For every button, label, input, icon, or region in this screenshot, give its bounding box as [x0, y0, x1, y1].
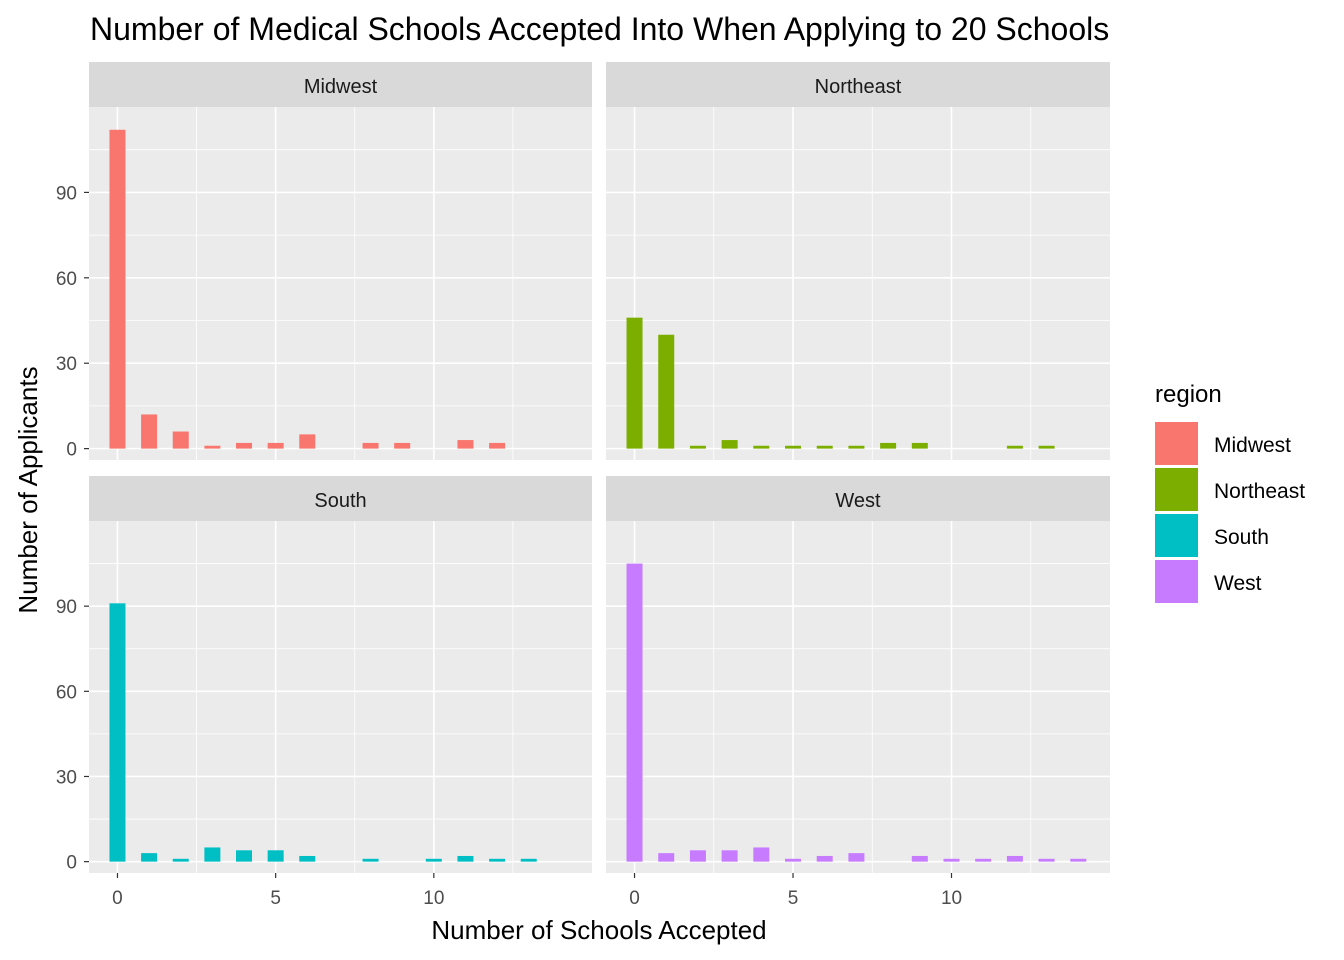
bar	[299, 434, 316, 449]
y-tick-label: 60	[56, 269, 77, 290]
legend-title: region	[1155, 381, 1222, 408]
facet-strip-label: Northeast	[815, 76, 902, 98]
panel-background	[89, 107, 592, 460]
bar	[911, 442, 928, 449]
bar	[1006, 855, 1023, 862]
y-tick-label: 30	[56, 354, 77, 375]
bar	[785, 858, 802, 862]
facet-strip	[606, 62, 1110, 107]
panel-background	[606, 521, 1110, 873]
bar	[785, 445, 802, 449]
bar	[1006, 445, 1023, 449]
axes: 0 30 60 90 0 30 60 90 0 5 10 0 5 10	[56, 183, 962, 909]
bar	[172, 858, 189, 862]
bar	[204, 847, 221, 862]
bar	[362, 858, 379, 862]
bar	[520, 858, 537, 862]
facet-strip-label: South	[314, 490, 366, 512]
bar	[236, 850, 253, 862]
bar	[943, 858, 960, 862]
y-tick-label: 60	[56, 682, 77, 703]
bar	[267, 850, 284, 862]
legend-swatch-northeast	[1155, 468, 1198, 511]
y-tick-label: 0	[66, 440, 77, 461]
bar	[1038, 445, 1055, 449]
bar	[141, 414, 158, 449]
bar	[457, 440, 474, 449]
bar	[816, 855, 833, 862]
bar	[911, 855, 928, 862]
legend-swatch-midwest	[1155, 422, 1198, 465]
panel-midwest: Midwest	[89, 62, 592, 460]
y-axis-title: Number of Applicants	[13, 366, 43, 613]
bar	[721, 850, 738, 862]
x-tick-label: 5	[270, 888, 281, 909]
bar	[658, 853, 675, 862]
bar	[489, 858, 506, 862]
bar	[721, 440, 738, 449]
x-tick-label: 10	[423, 888, 444, 909]
bar	[689, 445, 706, 449]
facet-panels: Midwest Northeast South West	[89, 62, 1110, 873]
bar	[880, 442, 897, 449]
bar	[109, 603, 126, 862]
bar	[172, 431, 189, 449]
bar	[626, 317, 643, 449]
bar	[975, 858, 992, 862]
y-tick-label: 90	[56, 597, 77, 618]
legend-label-west: West	[1214, 572, 1262, 595]
bar	[267, 442, 284, 449]
panel-south: South	[89, 476, 592, 873]
bar	[299, 855, 316, 862]
x-tick-label: 0	[112, 888, 123, 909]
x-tick-label: 10	[941, 888, 962, 909]
bar	[236, 442, 253, 449]
facet-strip	[606, 476, 1110, 521]
panel-west: West	[606, 476, 1110, 873]
bar	[204, 445, 221, 449]
facet-strip-label: Midwest	[304, 76, 378, 98]
bar	[362, 442, 379, 449]
y-tick-label: 30	[56, 767, 77, 788]
bar	[1070, 858, 1087, 862]
bar	[753, 445, 770, 449]
bar	[848, 445, 865, 449]
bar	[489, 442, 506, 449]
facet-strip	[89, 476, 592, 521]
y-tick-label: 0	[66, 853, 77, 874]
bar	[753, 847, 770, 862]
x-tick-label: 5	[788, 888, 799, 909]
bar	[425, 858, 442, 862]
chart-title: Number of Medical Schools Accepted Into …	[90, 11, 1109, 47]
bar	[689, 850, 706, 862]
bar	[816, 445, 833, 449]
bar	[1038, 858, 1055, 862]
panel-northeast: Northeast	[606, 62, 1110, 460]
panel-background	[606, 107, 1110, 460]
bar	[626, 563, 643, 862]
legend-label-south: South	[1214, 526, 1269, 549]
bar	[141, 853, 158, 862]
legend-swatch-west	[1155, 560, 1198, 603]
bar	[109, 129, 126, 449]
panel-background	[89, 521, 592, 873]
legend: region Midwest Northeast South West	[1155, 381, 1305, 603]
legend-label-midwest: Midwest	[1214, 434, 1291, 457]
x-axis-title: Number of Schools Accepted	[431, 915, 766, 945]
legend-label-northeast: Northeast	[1214, 480, 1305, 503]
bar	[658, 334, 675, 449]
x-tick-label: 0	[629, 888, 640, 909]
facet-strip-label: West	[835, 490, 881, 512]
bar	[848, 853, 865, 862]
bar	[394, 442, 411, 449]
bar	[457, 855, 474, 862]
legend-swatch-south	[1155, 514, 1198, 557]
facet-strip	[89, 62, 592, 107]
y-tick-label: 90	[56, 183, 77, 204]
